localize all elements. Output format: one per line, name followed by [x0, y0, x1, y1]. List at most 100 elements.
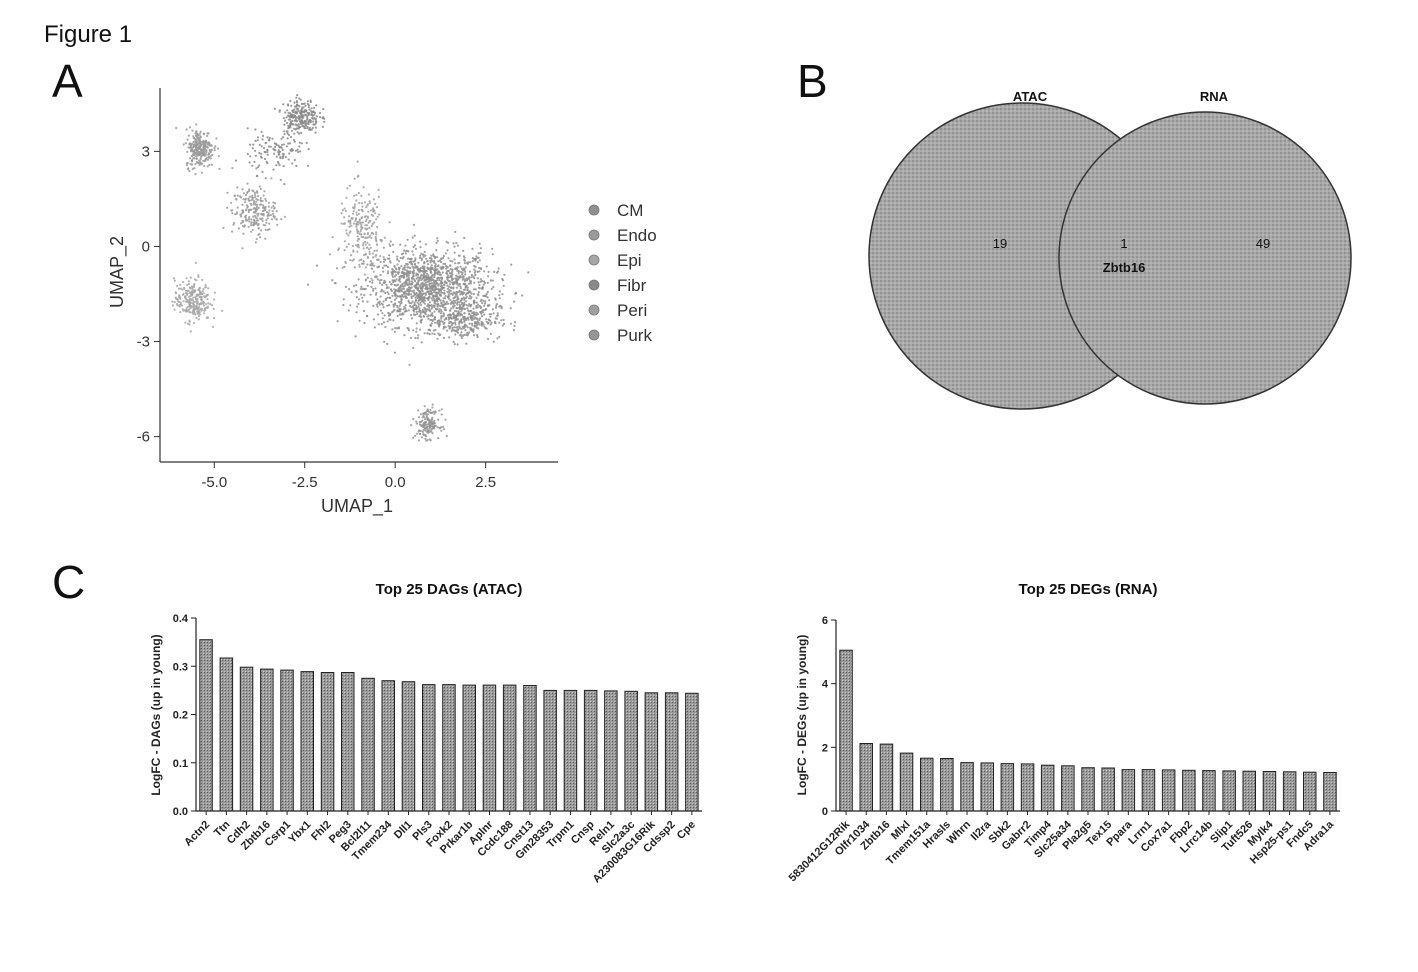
umap-point — [379, 301, 381, 303]
umap-point — [396, 263, 398, 265]
umap-point — [242, 233, 244, 235]
umap-point — [357, 235, 359, 237]
umap-point — [436, 277, 438, 279]
umap-point — [282, 156, 284, 158]
umap-point — [193, 157, 195, 159]
dags-bar — [281, 670, 294, 811]
umap-point — [383, 280, 385, 282]
umap-point — [257, 195, 259, 197]
umap-point — [255, 198, 257, 200]
umap-point — [447, 296, 449, 298]
umap-point — [185, 309, 187, 311]
umap-point — [359, 259, 361, 261]
umap-point — [260, 197, 262, 199]
umap-point — [350, 254, 352, 256]
umap-point — [436, 282, 438, 284]
umap-point — [468, 313, 470, 315]
umap-point — [249, 196, 251, 198]
umap-point — [400, 318, 402, 320]
umap-point — [400, 265, 402, 267]
umap-point — [405, 250, 407, 252]
umap-point — [270, 214, 272, 216]
umap-point — [207, 159, 209, 161]
umap-point — [272, 169, 274, 171]
umap-point — [470, 304, 472, 306]
umap-point — [394, 295, 396, 297]
umap-x-tick-label: -2.5 — [292, 474, 318, 491]
umap-point — [420, 320, 422, 322]
umap-point — [427, 260, 429, 262]
umap-point — [416, 433, 418, 435]
umap-point — [186, 139, 188, 141]
umap-point — [261, 131, 263, 133]
umap-point — [342, 304, 344, 306]
umap-point — [407, 258, 409, 260]
umap-point — [363, 186, 365, 188]
umap-point — [299, 150, 301, 152]
umap-point — [311, 111, 313, 113]
umap-point — [203, 310, 205, 312]
umap-point — [478, 267, 480, 269]
umap-point — [396, 258, 398, 260]
umap-point — [381, 239, 383, 241]
degs-bar — [1324, 773, 1337, 812]
degs-bar — [1142, 770, 1155, 811]
umap-point — [174, 309, 176, 311]
umap-point — [364, 241, 366, 243]
umap-point — [424, 311, 426, 313]
legend-swatch-fibr — [589, 280, 599, 290]
umap-point — [352, 245, 354, 247]
umap-point — [200, 131, 202, 133]
umap-point — [274, 108, 276, 110]
umap-point — [447, 270, 449, 272]
umap-point — [443, 290, 445, 292]
umap-point — [412, 347, 414, 349]
umap-point — [403, 250, 405, 252]
umap-point — [425, 435, 427, 437]
umap-point — [285, 156, 287, 158]
umap-y-tick-label: -3 — [137, 334, 150, 351]
umap-point — [186, 151, 188, 153]
umap-point — [185, 301, 187, 303]
umap-point — [415, 287, 417, 289]
umap-point — [437, 300, 439, 302]
umap-point — [430, 261, 432, 263]
umap-point — [421, 283, 423, 285]
umap-point — [259, 144, 261, 146]
panel-letter-a: A — [52, 55, 83, 107]
umap-point — [387, 272, 389, 274]
umap-point — [387, 258, 389, 260]
umap-point — [447, 325, 449, 327]
umap-point — [463, 289, 465, 291]
umap-point — [429, 257, 431, 259]
umap-point — [207, 132, 209, 134]
umap-point — [479, 323, 481, 325]
umap-point — [407, 250, 409, 252]
umap-point — [440, 288, 442, 290]
umap-point — [451, 301, 453, 303]
umap-point — [435, 242, 437, 244]
umap-point — [210, 157, 212, 159]
umap-point — [203, 133, 205, 135]
umap-point — [470, 276, 472, 278]
umap-point — [196, 294, 198, 296]
umap-point — [483, 305, 485, 307]
umap-point — [433, 318, 435, 320]
umap-point — [470, 282, 472, 284]
umap-point — [414, 244, 416, 246]
umap-point — [514, 321, 516, 323]
umap-point — [493, 271, 495, 273]
umap-point — [429, 438, 431, 440]
umap-point — [352, 251, 354, 253]
umap-point — [414, 302, 416, 304]
umap-point — [469, 271, 471, 273]
umap-point — [470, 280, 472, 282]
umap-point — [476, 334, 478, 336]
umap-point — [312, 127, 314, 129]
umap-point — [231, 212, 233, 214]
umap-point — [444, 319, 446, 321]
degs-y-tick-label: 6 — [822, 615, 828, 627]
umap-point — [456, 279, 458, 281]
degs-bar — [1263, 772, 1276, 812]
umap-point — [234, 213, 236, 215]
